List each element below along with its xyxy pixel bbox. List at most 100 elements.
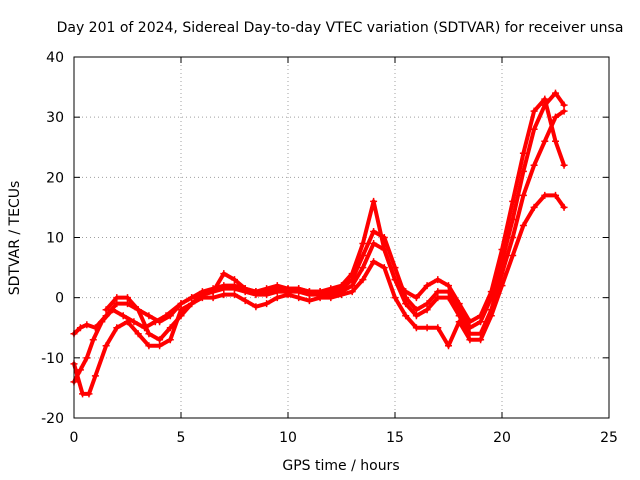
data-point-marker	[348, 270, 356, 278]
y-tick-label: 40	[46, 50, 64, 66]
data-point-marker	[498, 246, 506, 254]
data-point-marker	[455, 300, 463, 308]
data-point-marker	[402, 288, 410, 296]
data-point-marker	[284, 285, 292, 293]
data-point-marker	[119, 312, 127, 320]
data-point-marker	[466, 336, 474, 344]
data-point-marker	[76, 366, 84, 374]
data-point-marker	[177, 312, 185, 320]
data-point-marker	[560, 107, 568, 115]
data-point-marker	[145, 330, 153, 338]
data-point-marker	[370, 197, 378, 205]
data-point-marker	[273, 294, 281, 302]
data-point-marker	[541, 137, 549, 145]
series-layer	[70, 89, 568, 398]
data-point-marker	[273, 282, 281, 290]
y-tick-label: 0	[55, 291, 64, 307]
data-point-marker	[209, 288, 217, 296]
data-point-marker	[113, 294, 121, 302]
data-point-marker	[188, 300, 196, 308]
data-point-marker	[177, 300, 185, 308]
data-point-marker	[434, 276, 442, 284]
data-point-marker	[316, 294, 324, 302]
data-point-marker	[519, 149, 527, 157]
y-tick-label: 20	[46, 170, 64, 186]
data-point-marker	[530, 161, 538, 169]
data-point-marker	[327, 285, 335, 293]
data-point-marker	[295, 285, 303, 293]
data-point-marker	[402, 300, 410, 308]
data-point-marker	[198, 291, 206, 299]
data-point-marker	[156, 342, 164, 350]
x-tick-label: 20	[493, 430, 511, 446]
data-point-marker	[487, 312, 495, 320]
data-point-marker	[220, 291, 228, 299]
data-point-marker	[466, 318, 474, 326]
data-point-marker	[552, 191, 559, 199]
data-point-marker	[102, 312, 110, 320]
data-point-marker	[166, 336, 174, 344]
data-point-marker	[519, 221, 527, 229]
data-point-marker	[541, 95, 549, 103]
data-point-marker	[83, 321, 91, 329]
data-point-marker	[530, 107, 538, 115]
data-point-marker	[530, 125, 538, 133]
data-point-marker	[402, 294, 410, 302]
data-point-marker	[124, 294, 131, 302]
data-point-marker	[156, 318, 164, 326]
data-point-marker	[113, 324, 121, 332]
data-point-marker	[91, 372, 99, 380]
data-point-marker	[359, 276, 367, 284]
x-tick-label: 10	[279, 430, 297, 446]
data-point-marker	[79, 390, 87, 398]
data-point-marker	[412, 294, 420, 302]
data-point-marker	[530, 203, 538, 211]
tick-layer: 0 5 10 15 20 25 -20 -10 0 10 20 30 40	[41, 50, 618, 446]
data-point-marker	[560, 101, 568, 109]
data-point-marker	[284, 291, 292, 299]
data-point-marker	[85, 390, 93, 398]
data-point-marker	[241, 285, 249, 293]
data-point-marker	[541, 191, 549, 199]
data-point-marker	[509, 252, 517, 260]
data-point-marker	[348, 276, 356, 284]
x-tick-label: 25	[600, 430, 618, 446]
data-point-marker	[156, 336, 164, 344]
data-point-marker	[445, 282, 452, 290]
data-point-marker	[124, 318, 131, 326]
data-point-marker	[487, 288, 495, 296]
data-point-marker	[477, 312, 485, 320]
data-point-marker	[134, 306, 142, 314]
data-point-marker	[359, 264, 367, 272]
data-point-marker	[348, 288, 356, 296]
data-point-marker	[370, 240, 378, 248]
data-point-marker	[445, 342, 452, 350]
data-point-marker	[560, 161, 568, 169]
data-point-marker	[102, 342, 110, 350]
data-point-marker	[380, 264, 388, 272]
chart-title: Day 201 of 2024, Sidereal Day-to-day VTE…	[57, 20, 624, 36]
data-point-marker	[380, 246, 388, 254]
data-point-marker	[402, 312, 410, 320]
data-point-marker	[423, 300, 431, 308]
data-point-marker	[124, 300, 131, 308]
data-point-marker	[434, 294, 442, 302]
data-point-marker	[305, 297, 313, 305]
data-point-marker	[263, 300, 271, 308]
data-point-marker	[166, 312, 174, 320]
y-tick-label: 10	[46, 231, 64, 247]
data-point-marker	[83, 354, 91, 362]
data-point-marker	[145, 312, 153, 320]
data-point-marker	[455, 318, 463, 326]
grid-layer	[74, 57, 609, 418]
data-point-marker	[252, 303, 260, 311]
data-point-marker	[231, 282, 238, 290]
data-point-marker	[359, 240, 367, 248]
data-point-marker	[252, 288, 260, 296]
data-point-marker	[231, 291, 238, 299]
data-point-marker	[295, 294, 303, 302]
data-point-marker	[263, 285, 271, 293]
data-point-marker	[466, 324, 474, 332]
data-point-marker	[130, 318, 138, 326]
